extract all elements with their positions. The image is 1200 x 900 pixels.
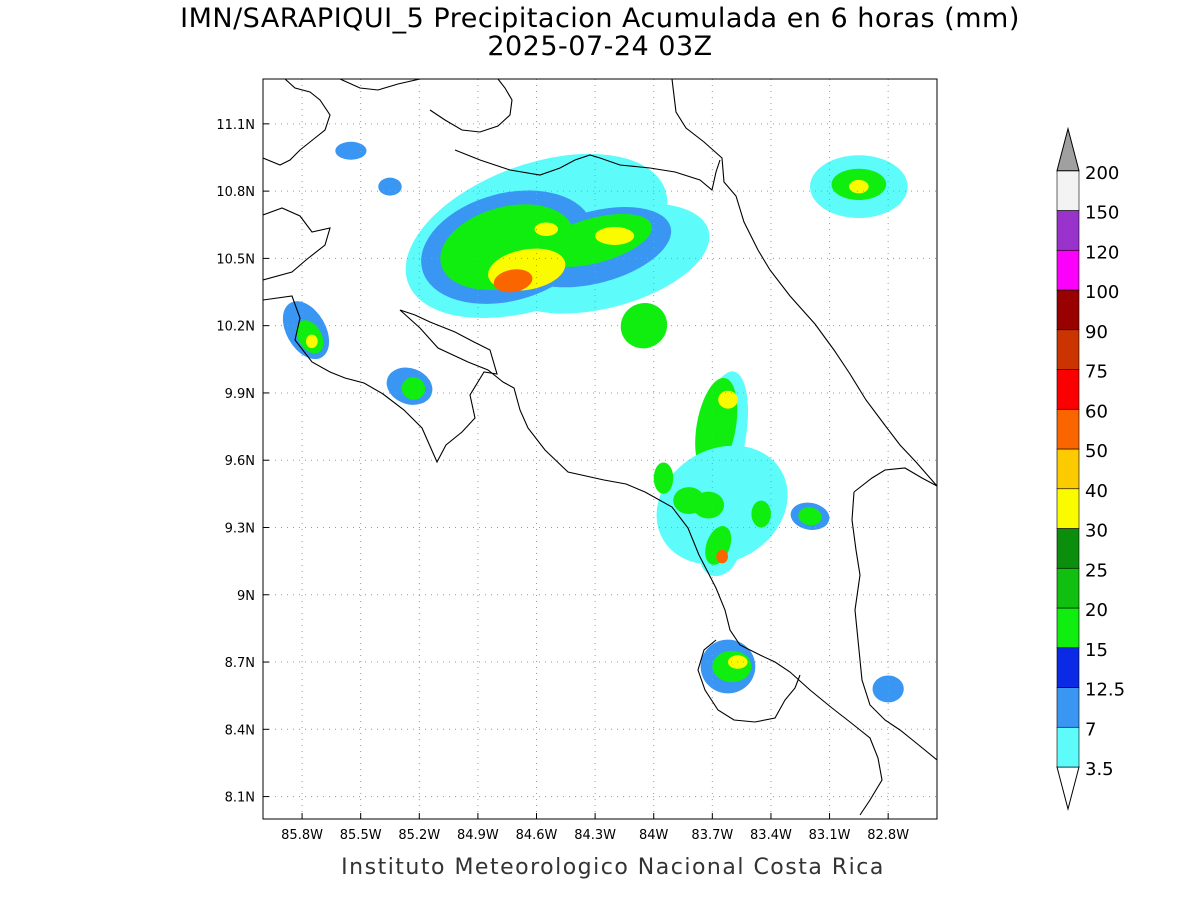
y-tick-label-6: 9.3N	[225, 521, 255, 536]
precip-cell-34	[335, 141, 367, 160]
colorbar-swatch-2	[1056, 647, 1080, 688]
colorbar-swatch-5	[1056, 528, 1080, 569]
colorbar-max-arrow	[1056, 126, 1080, 172]
colorbar-label-13: 120	[1085, 242, 1119, 263]
precip-cell-10	[620, 302, 668, 349]
y-tick-label-9: 8.4N	[225, 723, 255, 738]
x-tick-label-4: 84.6W	[516, 828, 558, 843]
precip-cell-31	[798, 507, 822, 526]
precip-cell-5	[538, 214, 653, 267]
colorbar-label-7: 40	[1085, 481, 1108, 502]
colorbar-swatch-11	[1056, 289, 1080, 331]
precip-cell-8	[595, 227, 635, 245]
colorbar-swatch-6	[1056, 488, 1080, 529]
colorbar: 3.5 7 12.5 15 20 25 30 40 50 60 75 90 100 120 150 200	[1056, 126, 1125, 811]
pacific-coastline	[263, 295, 883, 816]
x-tick-label-0: 85.8W	[281, 828, 323, 843]
colorbar-label-14: 150	[1085, 203, 1119, 224]
precip-cell-36	[653, 462, 674, 494]
x-tick-label-3: 84.9W	[457, 828, 499, 843]
precip-cell-18	[716, 549, 728, 564]
precip-cell-35	[378, 177, 402, 196]
x-tick-label-7: 83.7W	[691, 828, 733, 843]
nicoya-coast	[263, 207, 331, 281]
colorbar-label-8: 50	[1085, 441, 1108, 462]
colorbar-swatch-12	[1056, 249, 1080, 291]
x-tick-label-6: 84W	[639, 828, 669, 843]
precip-cell-13	[718, 390, 738, 409]
colorbar-label-1: 7	[1085, 719, 1096, 740]
lake-nicaragua-shore	[339, 79, 513, 133]
colorbar-swatch-8	[1056, 408, 1080, 450]
precipitation-field	[282, 141, 908, 703]
precip-cell-9	[534, 222, 558, 236]
chart-title: IMN/SARAPIQUI_5 Precipitacion Acumulada …	[180, 3, 1020, 34]
colorbar-swatch-13	[1056, 210, 1080, 251]
precip-cell-37	[673, 487, 705, 515]
credit-line: Instituto Meteorologico Nacional Costa R…	[341, 855, 885, 880]
colorbar-swatch-10	[1056, 329, 1080, 370]
colorbar-label-6: 30	[1085, 521, 1108, 542]
y-tick-label-7: 9N	[237, 589, 255, 604]
colorbar-label-15: 200	[1085, 163, 1119, 184]
x-tick-label-8: 83.4W	[750, 828, 792, 843]
x-tick-label-2: 85.2W	[398, 828, 440, 843]
x-tick-label-5: 84.3W	[574, 828, 616, 843]
colorbar-swatch-0	[1056, 726, 1080, 768]
colorbar-label-3: 15	[1085, 640, 1108, 661]
colorbar-min-arrow	[1056, 766, 1080, 811]
colorbar-swatch-1	[1056, 687, 1080, 728]
colorbar-label-11: 90	[1085, 322, 1108, 343]
y-tick-label-2: 10.5N	[216, 252, 255, 267]
lat-lon-grid	[263, 79, 937, 819]
colorbar-label-5: 25	[1085, 560, 1108, 581]
x-tick-label-9: 83.1W	[809, 828, 851, 843]
colorbar-swatch-7	[1056, 448, 1080, 490]
colorbar-label-4: 20	[1085, 600, 1108, 621]
precip-cell-32	[751, 500, 771, 528]
colorbar-swatch-9	[1056, 369, 1080, 410]
y-tick-label-5: 9.6N	[225, 454, 255, 469]
colorbar-swatch-4	[1056, 567, 1080, 609]
x-tick-label-1: 85.5W	[340, 828, 382, 843]
precip-cell-7	[493, 269, 533, 293]
caribbean-coastline	[671, 79, 937, 487]
panama-border	[851, 467, 937, 761]
precip-cell-24	[305, 334, 318, 349]
y-tick-label-4: 9.9N	[225, 387, 255, 402]
map-axes: 85.8W 85.5W 85.2W 84.9W 84.6W 84.3W 84W 83.7W 83…	[216, 118, 909, 843]
y-tick-label-8: 8.7N	[225, 656, 255, 671]
precip-cell-26	[401, 377, 426, 400]
chart-subtitle: 2025-07-24 03Z	[487, 31, 713, 62]
coastline-borders	[263, 79, 937, 816]
colorbar-label-10: 75	[1085, 362, 1108, 383]
precip-cell-33	[872, 675, 904, 703]
y-tick-label-0: 11.1N	[216, 118, 255, 133]
colorbar-label-12: 100	[1085, 282, 1119, 303]
colorbar-label-2: 12.5	[1085, 680, 1125, 701]
colorbar-label-9: 60	[1085, 401, 1108, 422]
colorbar-label-0: 3.5	[1085, 759, 1114, 780]
y-tick-label-1: 10.8N	[216, 185, 255, 200]
plot-frame	[262, 78, 938, 820]
osa-peninsula	[697, 639, 801, 723]
y-tick-label-3: 10.2N	[216, 320, 255, 335]
colorbar-swatch-3	[1056, 607, 1080, 649]
x-tick-label-10: 82.8W	[867, 828, 909, 843]
nicaragua-border	[263, 79, 721, 192]
precip-cell-29	[849, 179, 869, 194]
y-tick-label-10: 8.1N	[225, 791, 255, 806]
colorbar-swatch-14	[1056, 170, 1080, 211]
